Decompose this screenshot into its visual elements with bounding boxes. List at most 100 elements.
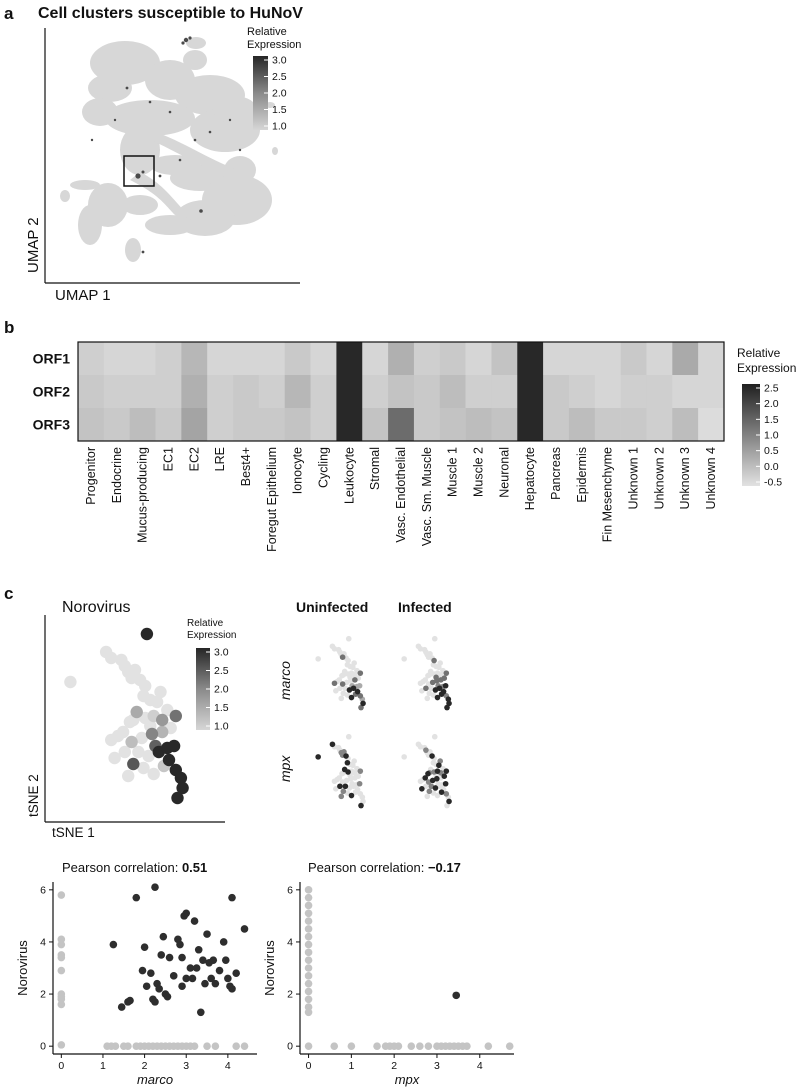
heatmap-cell: ORF1 / Unknown 2: -0.3 bbox=[646, 342, 673, 376]
heatmap-cell: ORF1 / Foregut Epithelium: -0.3 bbox=[258, 342, 286, 376]
tsne-point bbox=[150, 695, 164, 709]
heatmap-column-label: Foregut Epithelium bbox=[265, 447, 279, 552]
heatmap-column-label: Unknown 1 bbox=[627, 447, 641, 510]
small-multiple-point bbox=[345, 635, 352, 642]
row-label-mpx: mpx bbox=[277, 755, 293, 782]
small-multiple-point bbox=[357, 693, 364, 699]
scatter-point-dark bbox=[126, 996, 134, 1005]
heatmap-column-label: Muscle 1 bbox=[446, 447, 460, 497]
heatmap-column-label: Stromal bbox=[368, 447, 382, 490]
x-tick-label: 4 bbox=[225, 1060, 231, 1072]
scatter-point-gray bbox=[57, 1000, 66, 1009]
tsne-point bbox=[156, 713, 169, 727]
heatmap-cell: ORF2 / Vasc. Endothelial: 0 bbox=[388, 375, 415, 409]
tsne-legend-title-2: Expression bbox=[187, 630, 236, 641]
scatter-point-dark bbox=[190, 917, 199, 925]
small-multiple-point bbox=[434, 768, 441, 774]
x-tick-label: 1 bbox=[100, 1060, 106, 1072]
heatmap-cell: ORF1 / Unknown 3: 0.4 bbox=[672, 342, 699, 376]
x-tick-label: 1 bbox=[348, 1060, 354, 1072]
heatmap-cell: ORF3 / Best4+: -0.1 bbox=[233, 408, 260, 442]
heatmap-column-label: Leukocyte bbox=[342, 447, 356, 504]
heatmap-column-label: EC2 bbox=[187, 447, 201, 471]
heatmap-cell: ORF1 / Unknown 1: -0.1 bbox=[620, 342, 647, 376]
heatmap-cell: ORF2 / Endocrine: -0.2 bbox=[103, 375, 130, 409]
heatmap-cell: ORF3 / Hepatocyte: 2.5 bbox=[517, 408, 544, 442]
small-multiple-point bbox=[427, 651, 433, 657]
orf-heatmap: ORF1 / Progenitor: -0.2ORF1 / Endocrine:… bbox=[77, 341, 725, 442]
scatter-point-gray bbox=[304, 932, 313, 941]
y-axis-label: Norovirus bbox=[15, 940, 30, 996]
scatter-point-gray bbox=[424, 1042, 433, 1050]
small-multiple-point bbox=[438, 789, 445, 795]
heatmap-cell: ORF3 / Foregut Epithelium: -0.1 bbox=[258, 408, 286, 442]
small-multiple-point bbox=[352, 789, 359, 795]
scatter-point-dark bbox=[165, 953, 174, 962]
umap-colorbar-ticks: 3.0 2.5 2.0 1.5 1.0 bbox=[264, 55, 287, 133]
umap-colorbar-gradient bbox=[253, 56, 268, 130]
heatmap-cell: ORF3 / Cycling: -0.2 bbox=[310, 408, 337, 442]
tsne-point bbox=[140, 627, 154, 641]
scatter-point-dark bbox=[203, 930, 211, 938]
heatmap-cell: ORF2 / Unknown 4: -0.3 bbox=[698, 375, 725, 409]
umap-expressing-cells bbox=[90, 36, 242, 254]
row-label-marco: marco bbox=[277, 661, 293, 700]
scatter-point-dark bbox=[194, 945, 203, 954]
umap-colorbar-tick-label: 3.0 bbox=[272, 55, 287, 67]
heatmap-legend-title-2: Expression bbox=[737, 361, 796, 375]
small-multiple-point bbox=[347, 674, 353, 681]
heatmap-colorbar-ticks: 2.5 2.0 1.5 1.0 0.5 0.0 -0.5 bbox=[756, 383, 782, 489]
scatter-point-dark bbox=[140, 943, 149, 951]
scatter-point-dark bbox=[186, 964, 195, 972]
scatter-point-gray bbox=[211, 1042, 220, 1050]
scatter-point-gray bbox=[304, 1042, 313, 1050]
tsne-colorbar-tick-label: 1.5 bbox=[214, 702, 229, 714]
small-multiple-point bbox=[339, 681, 346, 687]
small-multiple-point bbox=[333, 688, 339, 694]
heatmap-cell: ORF2 / Best4+: -0.1 bbox=[233, 375, 260, 409]
umap-legend-title-2: Expression bbox=[247, 39, 301, 51]
heatmap-column-label: Muscle 2 bbox=[472, 447, 486, 497]
scatter-point-gray bbox=[232, 1042, 240, 1050]
tsne-points bbox=[64, 627, 189, 805]
heatmap-cell: ORF3 / Muscle 2: 0.1 bbox=[465, 408, 492, 442]
heatmap-cell: ORF2 / Fin Mesenchyme: -0.3 bbox=[594, 375, 621, 409]
heatmap-cell: ORF2 / Leukocyte: 2.5 bbox=[336, 375, 363, 409]
scatter-point-dark bbox=[219, 938, 228, 946]
x-axis-label: marco bbox=[137, 1072, 173, 1087]
heatmap-cell: ORF3 / LRE: -0.2 bbox=[207, 408, 234, 442]
small-multiple-point bbox=[333, 786, 339, 792]
small-multiple-point bbox=[360, 798, 366, 805]
small-multiple-point bbox=[338, 695, 345, 702]
scatter-point-dark bbox=[117, 1003, 126, 1011]
scatter-point-gray bbox=[57, 953, 66, 962]
small-multiple-point bbox=[436, 664, 442, 671]
small-multiple-point bbox=[424, 793, 431, 800]
scatter-point-dark bbox=[147, 969, 155, 978]
tsne-point bbox=[127, 757, 140, 771]
small-multiple-marco-u bbox=[315, 635, 366, 711]
scatter-point-dark bbox=[138, 966, 147, 975]
tsne-point bbox=[142, 749, 155, 763]
scatter-point-dark bbox=[163, 992, 172, 1001]
tsne-point bbox=[169, 709, 182, 723]
small-multiple-point bbox=[431, 733, 438, 740]
y-tick-label: 6 bbox=[40, 884, 46, 896]
heatmap-column-label: Neuronal bbox=[497, 447, 511, 498]
scatter-point-gray bbox=[304, 925, 313, 933]
heatmap-colorbar-tick-label: 1.0 bbox=[764, 430, 779, 442]
heatmap-cell: ORF2 / Ionocyte: 0.2 bbox=[284, 375, 311, 409]
small-multiple-point bbox=[445, 696, 452, 702]
panel-label-b: b bbox=[4, 318, 14, 337]
heatmap-cell: ORF1 / Vasc. Endothelial: 0.3 bbox=[388, 342, 415, 376]
tsne-point bbox=[167, 739, 181, 753]
tsne-point bbox=[171, 791, 184, 805]
small-multiple-point bbox=[350, 762, 356, 769]
scatter-point-dark bbox=[157, 951, 166, 959]
heatmap-cell: ORF3 / Unknown 2: -0.2 bbox=[646, 408, 673, 442]
heatmap-cell: ORF1 / EC2: 0.2 bbox=[181, 342, 208, 376]
tsne-colorbar-gradient bbox=[196, 648, 210, 730]
scatter-point-dark bbox=[182, 974, 191, 983]
small-multiple-point bbox=[345, 657, 351, 664]
